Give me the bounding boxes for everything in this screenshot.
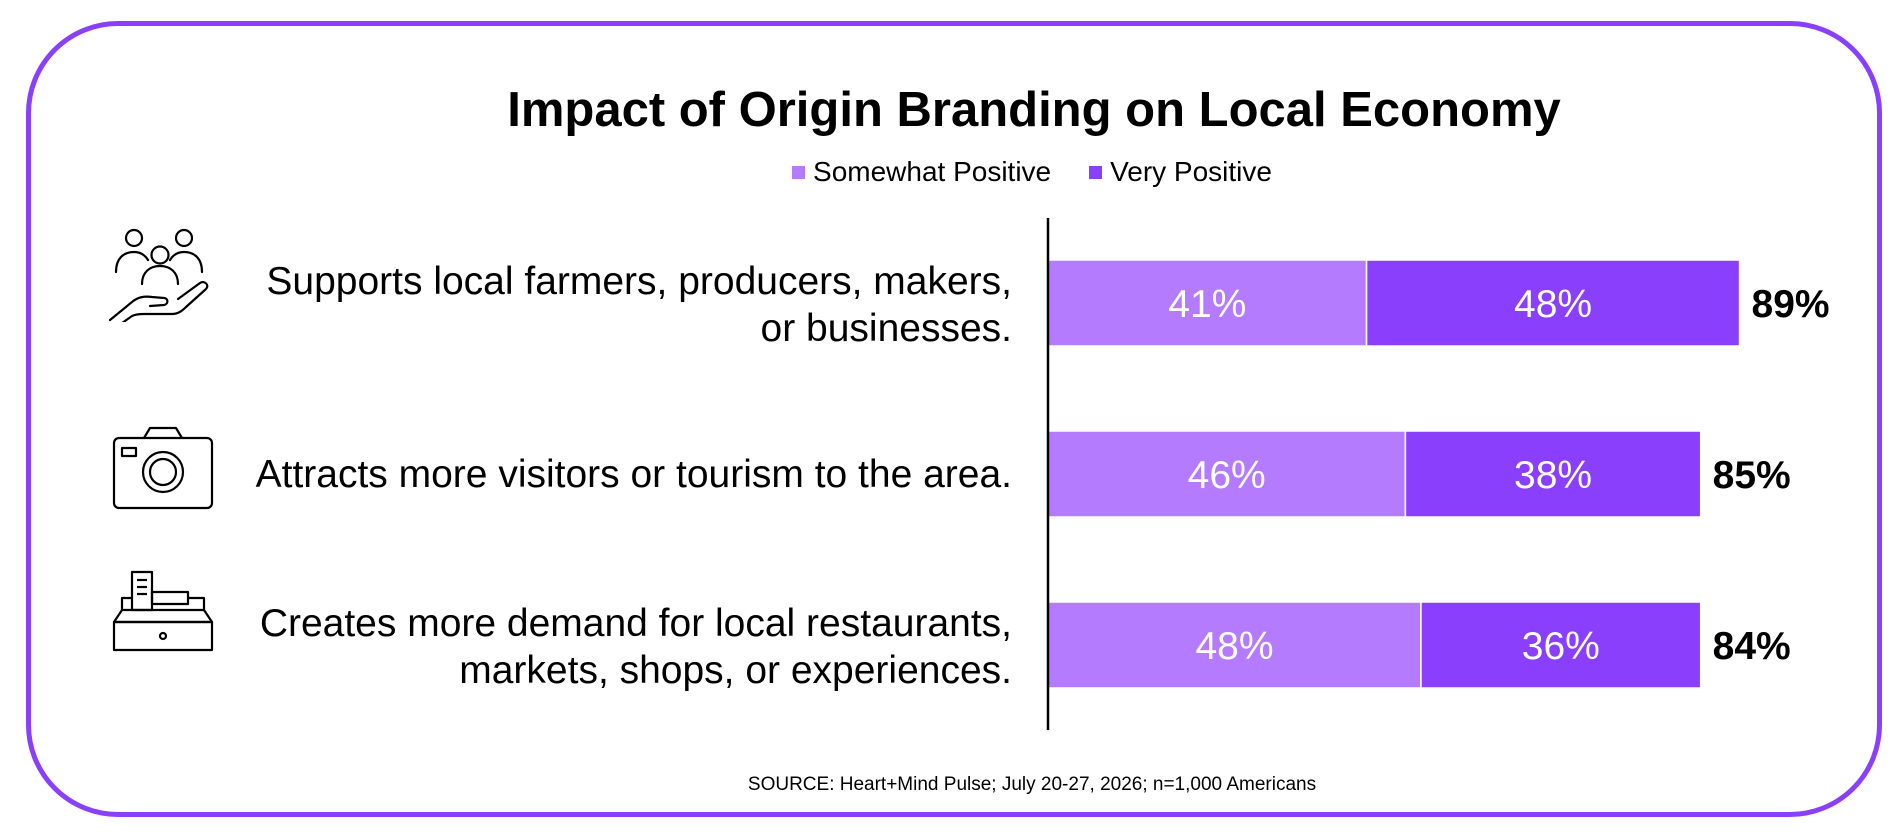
bar-segment-very-positive-row-1 — [1365, 259, 1741, 347]
bar-total-label-row-3: 84% — [1713, 625, 1791, 668]
legend-item-very-positive: Very Positive — [1089, 156, 1272, 188]
hand-holding-people-icon — [108, 228, 209, 322]
bar-value-label-somewhat-positive-row-3: 48% — [1195, 625, 1273, 668]
bar-segment-very-positive-row-3 — [1420, 601, 1702, 689]
category-label-1-line-2: or businesses. — [760, 307, 1012, 350]
bar-value-label-somewhat-positive-row-2: 46% — [1188, 454, 1266, 497]
legend-swatch-very-positive — [1089, 165, 1103, 179]
chart-legend: Somewhat Positive Very Positive — [0, 156, 1898, 188]
bar-total-label-row-1: 89% — [1752, 283, 1830, 326]
category-label-1-line-1: Supports local farmers, producers, maker… — [266, 260, 1012, 303]
category-label-2-line-1: Attracts more visitors or tourism to the… — [255, 453, 1012, 496]
category-label-2: Attracts more visitors or tourism to the… — [220, 451, 1012, 498]
chart-title: Impact of Origin Branding on Local Econo… — [507, 83, 1561, 137]
bar-segment-somewhat-positive-row-1 — [1047, 259, 1368, 347]
source-note: SOURCE: Heart+Mind Pulse; July 20-27, 20… — [747, 774, 1317, 795]
bar-total-label-row-2: 85% — [1713, 454, 1791, 497]
bar-segment-very-positive-row-2 — [1404, 430, 1702, 518]
bar-value-label-very-positive-row-2: 38% — [1514, 454, 1592, 497]
category-label-3-line-1: Creates more demand for local restaurant… — [259, 602, 1012, 645]
category-label-1: Supports local farmers, producers, maker… — [220, 258, 1012, 352]
bar-segment-somewhat-positive-row-2 — [1047, 430, 1407, 518]
camera-icon — [112, 426, 214, 510]
cash-register-icon — [112, 570, 214, 652]
category-label-3-line-2: markets, shops, or experiences. — [459, 649, 1012, 692]
category-label-3: Creates more demand for local restaurant… — [220, 600, 1012, 694]
legend-swatch-somewhat-positive — [792, 165, 806, 179]
bar-segment-somewhat-positive-row-3 — [1047, 601, 1422, 689]
legend-label-somewhat-positive: Somewhat Positive — [813, 156, 1052, 187]
card-frame — [26, 21, 1882, 817]
legend-item-somewhat-positive: Somewhat Positive — [792, 156, 1051, 188]
bar-value-label-somewhat-positive-row-1: 41% — [1168, 283, 1246, 326]
bar-value-label-very-positive-row-1: 48% — [1514, 283, 1592, 326]
legend-label-very-positive: Very Positive — [1110, 156, 1272, 187]
bar-value-label-very-positive-row-3: 36% — [1522, 625, 1600, 668]
